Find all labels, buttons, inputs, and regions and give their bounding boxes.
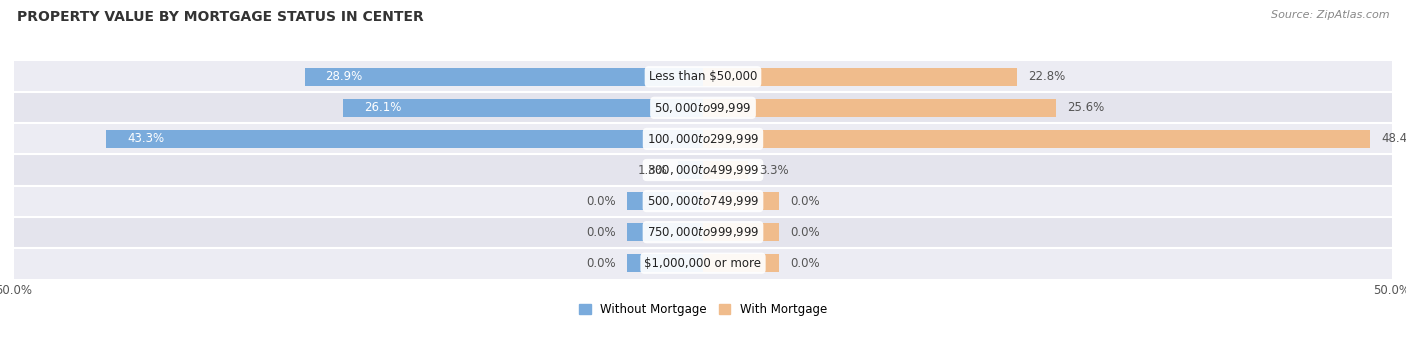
Text: 1.8%: 1.8% [637, 164, 668, 176]
Text: 26.1%: 26.1% [364, 101, 402, 114]
Text: 25.6%: 25.6% [1067, 101, 1104, 114]
Text: 0.0%: 0.0% [790, 257, 820, 270]
Bar [343, 99, 703, 117]
Bar [678, 161, 703, 179]
Legend: Without Mortgage, With Mortgage: Without Mortgage, With Mortgage [574, 298, 832, 321]
Text: Source: ZipAtlas.com: Source: ZipAtlas.com [1271, 10, 1389, 20]
Text: 0.0%: 0.0% [790, 226, 820, 239]
Text: 3.3%: 3.3% [759, 164, 789, 176]
Text: 0.0%: 0.0% [790, 194, 820, 208]
Text: 0.0%: 0.0% [586, 257, 616, 270]
Bar [14, 186, 1392, 217]
Text: 28.9%: 28.9% [325, 70, 363, 83]
Bar [627, 192, 703, 210]
Bar [305, 68, 703, 86]
Bar [14, 248, 1392, 279]
Bar [703, 161, 748, 179]
Bar [14, 61, 1392, 92]
Bar [703, 99, 1056, 117]
Text: 48.4%: 48.4% [1381, 132, 1406, 146]
Text: Less than $50,000: Less than $50,000 [648, 70, 758, 83]
Text: 0.0%: 0.0% [586, 226, 616, 239]
Text: $750,000 to $999,999: $750,000 to $999,999 [647, 225, 759, 239]
Text: 0.0%: 0.0% [586, 194, 616, 208]
Text: PROPERTY VALUE BY MORTGAGE STATUS IN CENTER: PROPERTY VALUE BY MORTGAGE STATUS IN CEN… [17, 10, 423, 24]
Bar [14, 92, 1392, 123]
Text: $100,000 to $299,999: $100,000 to $299,999 [647, 132, 759, 146]
Bar [703, 192, 779, 210]
Text: $50,000 to $99,999: $50,000 to $99,999 [654, 101, 752, 115]
Bar [14, 217, 1392, 248]
Bar [627, 223, 703, 241]
Bar [107, 130, 703, 148]
Bar [627, 254, 703, 272]
Bar [703, 68, 1017, 86]
Text: $1,000,000 or more: $1,000,000 or more [644, 257, 762, 270]
Bar [14, 154, 1392, 186]
Bar [703, 130, 1369, 148]
Bar [703, 223, 779, 241]
Text: 22.8%: 22.8% [1028, 70, 1066, 83]
Bar [14, 123, 1392, 154]
Text: $300,000 to $499,999: $300,000 to $499,999 [647, 163, 759, 177]
Bar [703, 254, 779, 272]
Text: $500,000 to $749,999: $500,000 to $749,999 [647, 194, 759, 208]
Text: 43.3%: 43.3% [127, 132, 165, 146]
